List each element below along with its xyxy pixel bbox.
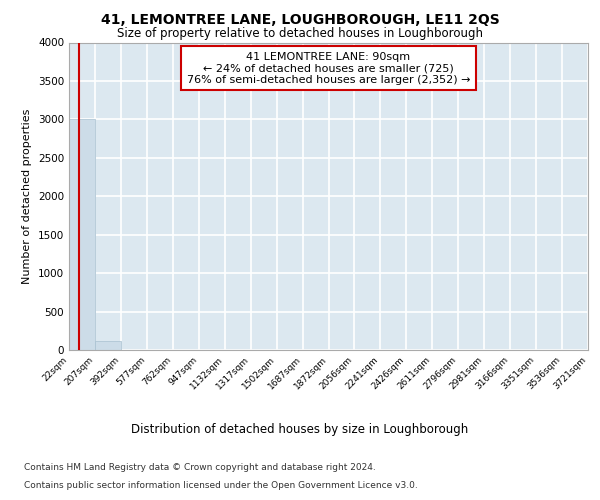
Text: Contains public sector information licensed under the Open Government Licence v3: Contains public sector information licen… bbox=[24, 481, 418, 490]
Bar bbox=[69, 120, 95, 350]
Text: 41 LEMONTREE LANE: 90sqm
← 24% of detached houses are smaller (725)
76% of semi-: 41 LEMONTREE LANE: 90sqm ← 24% of detach… bbox=[187, 52, 470, 85]
Y-axis label: Number of detached properties: Number of detached properties bbox=[22, 108, 32, 284]
Text: Contains HM Land Registry data © Crown copyright and database right 2024.: Contains HM Land Registry data © Crown c… bbox=[24, 464, 376, 472]
Text: Distribution of detached houses by size in Loughborough: Distribution of detached houses by size … bbox=[131, 422, 469, 436]
Text: 41, LEMONTREE LANE, LOUGHBOROUGH, LE11 2QS: 41, LEMONTREE LANE, LOUGHBOROUGH, LE11 2… bbox=[101, 12, 499, 26]
Text: Size of property relative to detached houses in Loughborough: Size of property relative to detached ho… bbox=[117, 28, 483, 40]
Bar bbox=[95, 341, 121, 350]
